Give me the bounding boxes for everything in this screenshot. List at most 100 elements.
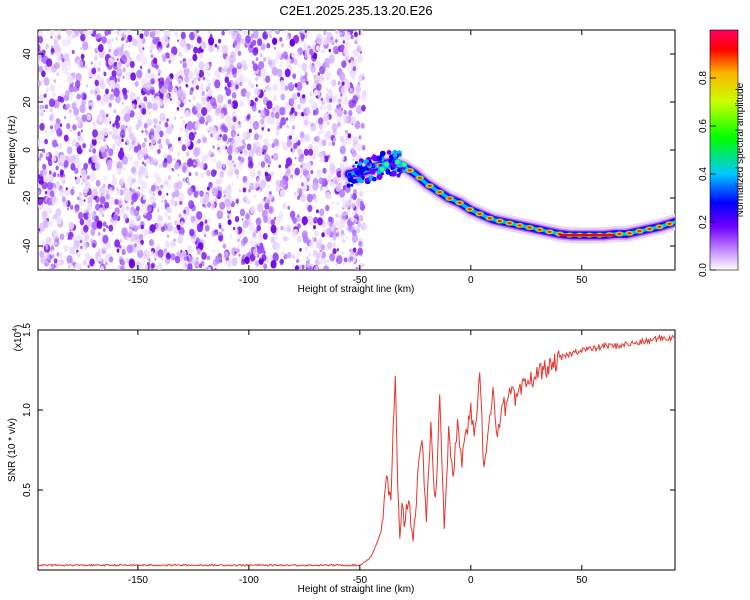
- noise-speckle-dot: [204, 153, 209, 160]
- noise-speckle-dot: [263, 216, 268, 224]
- noise-speckle-dot: [225, 55, 231, 63]
- noise-speckle-dot: [245, 90, 251, 99]
- noise-speckle-dot: [148, 258, 151, 262]
- noise-speckle-dot: [69, 109, 72, 114]
- noise-speckle-dot: [113, 108, 117, 114]
- noise-speckle-dot: [314, 230, 319, 237]
- noise-speckle-dot: [273, 94, 278, 102]
- noise-speckle-dot: [215, 255, 222, 264]
- noise-speckle-dot: [304, 30, 307, 33]
- noise-speckle-dot: [231, 92, 237, 99]
- noise-speckle-dot: [47, 159, 53, 167]
- noise-speckle-dot: [97, 60, 102, 67]
- noise-speckle-dot: [328, 142, 332, 147]
- noise-speckle-dot: [177, 236, 182, 242]
- noise-speckle-dot: [255, 260, 260, 267]
- noise-speckle-dot: [334, 112, 337, 116]
- noise-speckle-dot: [61, 196, 66, 203]
- noise-speckle-dot: [140, 193, 143, 197]
- noise-speckle-dot: [83, 233, 90, 242]
- noise-speckle-dot: [45, 236, 52, 246]
- noise-speckle-dot: [106, 113, 109, 118]
- noise-speckle-dot: [328, 48, 331, 53]
- noise-speckle-dot: [340, 93, 343, 97]
- noise-speckle-dot: [49, 107, 53, 113]
- noise-speckle-dot: [231, 124, 236, 131]
- noise-speckle-dot: [50, 129, 54, 135]
- noise-speckle-dot: [68, 84, 75, 93]
- noise-speckle-dot: [129, 219, 135, 227]
- noise-speckle-dot: [279, 37, 283, 42]
- noise-speckle-dot: [280, 83, 286, 91]
- track-speckle: [352, 165, 355, 168]
- noise-speckle-dot: [203, 204, 207, 209]
- colorbar-gradient: [709, 29, 739, 271]
- noise-speckle-dot: [234, 215, 240, 223]
- noise-speckle-dot: [210, 38, 213, 42]
- noise-speckle-dot: [102, 127, 109, 137]
- noise-speckle-dot: [148, 110, 152, 115]
- noise-speckle-dot: [179, 126, 183, 132]
- noise-speckle-dot: [240, 238, 247, 247]
- noise-speckle-dot: [218, 225, 222, 229]
- noise-speckle-dot: [116, 68, 123, 77]
- noise-speckle-dot: [53, 258, 58, 264]
- noise-speckle-dot: [272, 37, 278, 45]
- noise-speckle-dot: [131, 193, 138, 203]
- noise-speckle-dot: [120, 30, 127, 36]
- noise-speckle-dot: [193, 67, 200, 77]
- noise-speckle-dot: [148, 239, 154, 247]
- noise-speckle-dot: [297, 63, 301, 68]
- signal-hotspot: [401, 161, 408, 168]
- noise-speckle-dot: [67, 236, 70, 241]
- noise-speckle-dot: [114, 138, 120, 145]
- noise-speckle-dot: [128, 232, 132, 238]
- noise-speckle-dot: [255, 146, 262, 156]
- noise-speckle-dot: [150, 251, 154, 256]
- noise-speckle-dot: [114, 61, 118, 67]
- noise-speckle-dot: [127, 154, 134, 162]
- noise-speckle-dot: [312, 141, 314, 145]
- noise-speckle-dot: [50, 210, 53, 214]
- noise-speckle-dot: [241, 231, 245, 236]
- noise-speckle-dot: [348, 229, 352, 233]
- noise-speckle-dot: [38, 139, 41, 145]
- noise-speckle-dot: [84, 65, 88, 70]
- noise-speckle-dot: [50, 50, 54, 56]
- signal-blob: [417, 176, 422, 179]
- noise-speckle-dot: [51, 249, 54, 254]
- noise-speckle-dot: [186, 178, 190, 183]
- noise-speckle-dot: [320, 50, 323, 54]
- noise-speckle-dot: [76, 234, 81, 242]
- noise-speckle-dot: [143, 96, 148, 102]
- noise-speckle-dot: [207, 88, 213, 97]
- noise-speckle-dot: [78, 192, 82, 197]
- noise-speckle-dot: [79, 30, 84, 35]
- noise-speckle-dot: [343, 46, 350, 55]
- noise-speckle-dot: [307, 264, 310, 269]
- noise-speckle-dot: [286, 124, 290, 129]
- noise-speckle-dot: [253, 133, 259, 141]
- noise-speckle-dot: [342, 262, 345, 266]
- noise-speckle-dot: [258, 134, 262, 140]
- noise-speckle-dot: [301, 102, 304, 106]
- noise-speckle-dot: [237, 238, 240, 242]
- noise-speckle-dot: [148, 207, 152, 212]
- noise-speckle-dot: [207, 217, 212, 224]
- noise-speckle-dot: [200, 200, 202, 203]
- noise-speckle-dot: [232, 160, 235, 164]
- signal-blob: [517, 224, 522, 227]
- noise-speckle-dot: [115, 211, 118, 216]
- noise-speckle-dot: [198, 61, 205, 70]
- noise-speckle-dot: [256, 177, 260, 182]
- noise-speckle-dot: [38, 153, 40, 157]
- noise-speckle-dot: [124, 192, 131, 202]
- noise-speckle-dot: [293, 142, 298, 150]
- noise-speckle-dot: [236, 244, 240, 249]
- noise-speckle-dot: [77, 211, 84, 220]
- noise-speckle-dot: [299, 248, 302, 252]
- noise-speckle-dot: [119, 62, 121, 66]
- noise-speckle-dot: [55, 183, 60, 189]
- noise-speckle-dot: [215, 197, 218, 202]
- noise-speckle-dot: [184, 69, 186, 72]
